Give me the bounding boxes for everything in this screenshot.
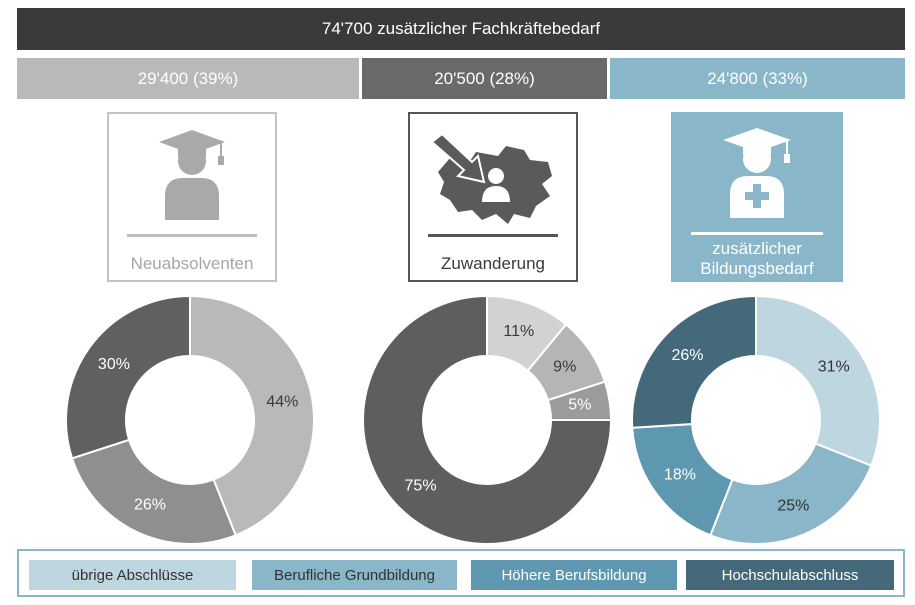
legend-item-uebrige-abschluesse: übrige Abschlüsse [29, 560, 236, 590]
card-neuabsolventen: Neuabsolventen [107, 112, 277, 282]
segment-bildungsbedarf: 24'800 (33%) [610, 58, 905, 99]
donut-2-slice-3 [631, 294, 757, 429]
card-label-line1: zusätzlicher [712, 239, 802, 258]
legend-item-hochschulabschluss: Hochschulabschluss [686, 560, 894, 590]
card-bildungsbedarf: zusätzlicher Bildungsbedarf [671, 112, 843, 282]
card-label: Zuwanderung [441, 254, 545, 273]
graduate-icon [159, 130, 225, 220]
card-divider [428, 234, 558, 237]
switzerland-immigration-icon [430, 132, 552, 224]
donut-2-label-3: 26% [671, 347, 703, 364]
graduate-plus-icon [723, 128, 791, 218]
card-zuwanderung: Zuwanderung [408, 112, 578, 282]
donut-0-label-1: 26% [134, 496, 166, 513]
legend: übrige Abschlüsse Berufliche Grundbildun… [17, 549, 905, 597]
card-label: zusätzlicher Bildungsbedarf [671, 239, 843, 279]
donut-1-label-1: 9% [553, 358, 576, 375]
donut-0-slice-1 [70, 438, 237, 545]
donut-charts: 44% 26% 30% 11% 9% 5% 75% 31% 25% 18% 26% [65, 294, 881, 545]
donut-2-label-0: 31% [818, 358, 850, 375]
card-divider [127, 234, 257, 237]
donut-2-label-2: 18% [664, 466, 696, 483]
segment-zuwanderung: 20'500 (28%) [362, 58, 607, 99]
donut-0-slice-0 [189, 294, 315, 537]
donut-1-label-3: 75% [405, 478, 437, 495]
donut-2-slice-0 [755, 294, 881, 467]
donut-1-label-0: 11% [503, 323, 534, 340]
legend-item-hoehere-berufsbildung: Höhere Berufsbildung [471, 560, 677, 590]
total-demand-banner: 74'700 zusätzlicher Fachkräftebedarf [17, 8, 905, 50]
donut-0-label-0: 44% [266, 394, 298, 411]
donut-0-label-2: 30% [98, 356, 130, 373]
donut-1-slice-3 [362, 294, 613, 545]
donut-0-slice-2 [65, 294, 191, 460]
card-label: Neuabsolventen [130, 254, 254, 273]
legend-item-berufliche-grundbildung: Berufliche Grundbildung [252, 560, 457, 590]
donut-2-slice-2 [631, 422, 734, 537]
donut-1-label-2: 5% [568, 397, 591, 414]
donut-2-slice-1 [709, 442, 873, 545]
donut-2-label-1: 25% [777, 497, 809, 514]
card-label-line2: Bildungsbedarf [700, 259, 814, 278]
card-divider [691, 232, 823, 235]
segment-neuabsolventen: 29'400 (39%) [17, 58, 359, 99]
